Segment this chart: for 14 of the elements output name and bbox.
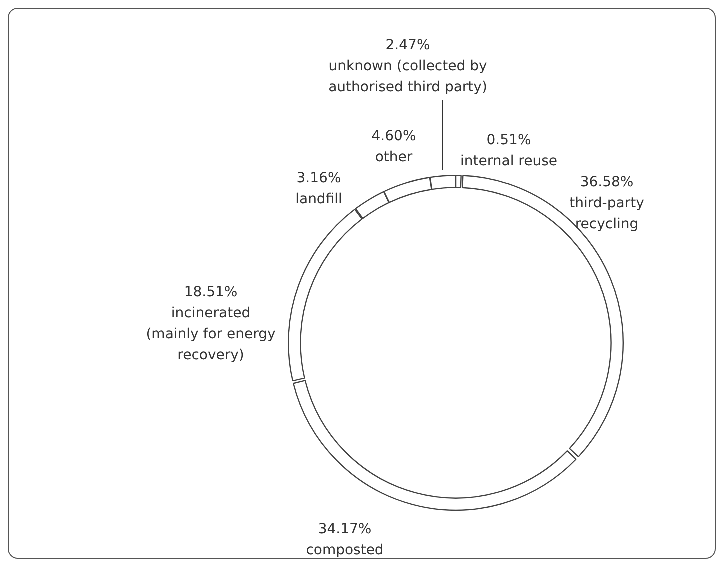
data-label: 2.47% — [386, 38, 430, 54]
data-label: 3.16% — [296, 170, 342, 187]
slice-label: third-party recycling — [570, 196, 644, 233]
slice-label: landfill — [296, 192, 342, 208]
slice-label: unknown (collected by authorised third party) — [328, 58, 488, 96]
data-label: 0.51% — [486, 132, 532, 149]
slice-label: internal reuse — [460, 154, 558, 170]
data-label: 18.51% — [184, 284, 238, 301]
slice-label: composted — [306, 542, 384, 559]
data-label: 36.58% — [580, 174, 634, 191]
data-label: 34.17% — [318, 522, 372, 538]
slice-label: incinerated (mainly for energy recovery) — [146, 306, 276, 364]
slice-label: other — [375, 150, 413, 166]
data-label: 4.60% — [372, 128, 416, 145]
